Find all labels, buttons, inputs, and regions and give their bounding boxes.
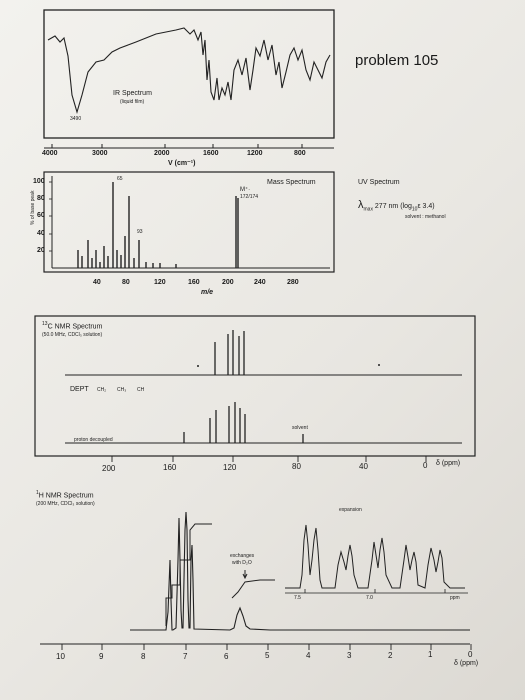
uv-lambda-max: λmax 277 nm (log10ε 3.4): [358, 199, 435, 212]
h1-xtick-9: 9: [99, 652, 104, 661]
uv-lambda: λ: [358, 199, 364, 211]
c13-xtick-120: 120: [223, 463, 237, 472]
expansion-tick-7-0: 7.0: [366, 595, 373, 601]
exchanges-label: exchanges: [230, 553, 255, 559]
uv-title: UV Spectrum: [358, 179, 400, 186]
mass-molecular-ion-mass: 172/174: [240, 194, 259, 200]
h1-xtick-6: 6: [224, 652, 229, 661]
mass-ytick-100: 100: [33, 178, 45, 185]
c13-title-text: C NMR Spectrum: [47, 323, 103, 331]
uv-solvent: solvent : methanol: [405, 214, 446, 220]
mass-ytick-60: 60: [37, 212, 45, 219]
expansion-tick-ppm: ppm: [450, 595, 460, 601]
ir-tick-3000: 3000: [92, 150, 108, 157]
c13-conditions: (50.0 MHz, CDCl₃ solution): [42, 332, 103, 338]
expansion-tick-7-5: 7.5: [294, 595, 301, 601]
ir-tick-800: 800: [294, 150, 306, 157]
c13-xtick-160: 160: [163, 463, 177, 472]
dept-ch3: CH₃: [117, 387, 127, 393]
expansion-label: expansion: [339, 507, 362, 513]
ir-tick-1200: 1200: [247, 150, 263, 157]
c13-xtick-40: 40: [359, 462, 368, 471]
mass-molecular-ion: M⁺·: [240, 187, 251, 193]
problem-title: problem 105: [355, 52, 439, 69]
dept-label: DEPT: [70, 386, 89, 393]
mass-xtick-200: 200: [222, 279, 234, 286]
c13-xunit: δ (ppm): [436, 460, 461, 467]
mass-xtick-240: 240: [254, 279, 266, 286]
proton-decoupled-label: proton decoupled: [74, 437, 113, 443]
ir-title: IR Spectrum: [113, 90, 152, 97]
mass-ytick-40: 40: [37, 230, 45, 237]
mass-xtick-40: 40: [93, 279, 101, 286]
mass-xlabel: m/e: [201, 289, 214, 296]
ir-subtitle: (liquid film): [120, 99, 145, 105]
uv-lambda-sub: max: [363, 206, 373, 213]
mass-title: Mass Spectrum: [267, 179, 316, 186]
c13-xtick-80: 80: [292, 462, 301, 471]
mass-peak-93: 93: [137, 229, 143, 235]
mass-ytick-80: 80: [37, 195, 45, 202]
h1-xtick-2: 2: [388, 651, 393, 660]
c13-title-sup: 13: [42, 321, 48, 327]
dept-ch2: CH₂: [97, 387, 107, 393]
h1-xunit: δ (ppm): [454, 660, 479, 667]
solvent-label: solvent: [292, 425, 308, 431]
h1-conditions: (200 MHz, CDCl₃ solution): [36, 501, 95, 507]
mass-peak-65: 65: [117, 176, 123, 182]
c13-xtick-200: 200: [102, 464, 116, 473]
exchanges-label2: with D₂O: [232, 560, 252, 566]
uv-log-sub: 10: [411, 206, 418, 213]
mass-xtick-160: 160: [188, 279, 200, 286]
h1-title: 1H NMR Spectrum: [36, 490, 94, 499]
h1-xtick-5: 5: [265, 651, 270, 660]
h1-xtick-1: 1: [428, 650, 433, 659]
mass-xtick-120: 120: [154, 279, 166, 286]
h1-title-sup: 1: [36, 490, 39, 496]
h1-title-text: H NMR Spectrum: [38, 492, 94, 500]
h1-xtick-0: 0: [468, 650, 473, 659]
h1-xtick-3: 3: [347, 651, 352, 660]
ir-tick-2000: 2000: [154, 150, 170, 157]
h1-xtick-4: 4: [306, 651, 311, 660]
h1-xtick-8: 8: [141, 652, 146, 661]
mass-xtick-280: 280: [287, 279, 299, 286]
ir-tick-1600: 1600: [203, 150, 219, 157]
dept-ch: CH: [137, 387, 145, 393]
ir-axis-label: V (cm⁻¹): [168, 160, 196, 167]
c13-title: 13C NMR Spectrum: [42, 321, 102, 330]
uv-value: 277 nm (log: [374, 203, 412, 210]
uv-value-end: ε 3.4): [417, 203, 435, 210]
ir-peak-label: 3490: [70, 116, 82, 122]
mass-xtick-80: 80: [122, 279, 130, 286]
c13-xtick-0: 0: [423, 461, 428, 470]
h1-xtick-10: 10: [56, 652, 65, 661]
ir-tick-4000: 4000: [42, 150, 58, 157]
mass-ytick-20: 20: [37, 247, 45, 254]
h1-xtick-7: 7: [183, 652, 188, 661]
